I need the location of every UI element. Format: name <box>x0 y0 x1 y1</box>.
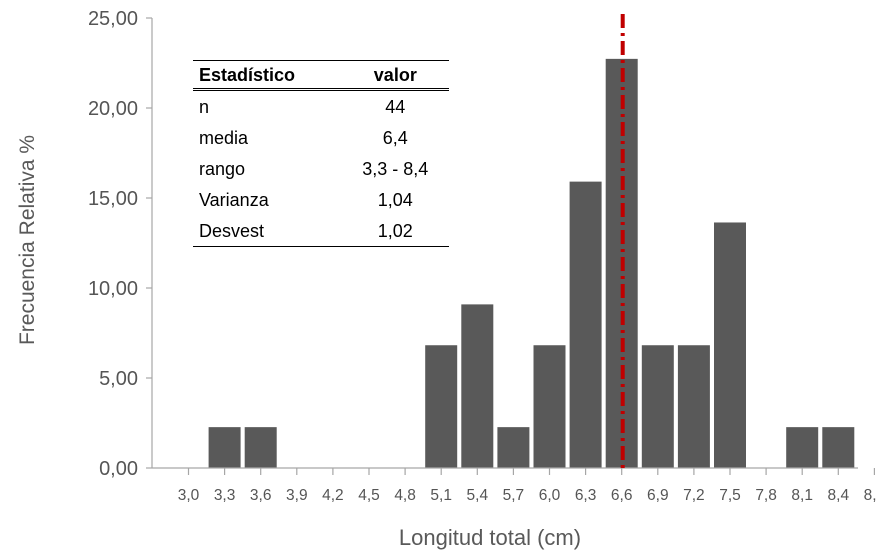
x-tick-label: 8,7 <box>864 487 877 504</box>
x-tick-label: 6,0 <box>539 487 561 504</box>
x-tick-label: 3,0 <box>178 487 200 504</box>
x-tick-label: 4,8 <box>394 487 416 504</box>
x-tick-label: 8,4 <box>828 487 850 504</box>
x-tick-label: 6,6 <box>611 487 633 504</box>
stats-label: Varianza <box>199 190 269 210</box>
y-axis-title: Frecuencia Relativa % <box>16 135 39 345</box>
y-tick-label: 10,00 <box>88 278 138 300</box>
stats-value: 6,4 <box>382 128 408 148</box>
x-tick-label: 3,3 <box>214 487 236 504</box>
x-tick-label: 4,2 <box>322 487 344 504</box>
x-tick-label: 7,5 <box>719 487 741 504</box>
bar-7,5 <box>714 222 746 468</box>
bar-3,3 <box>208 427 241 468</box>
stats-row-varianza: Varianza 1,04 <box>193 184 449 215</box>
bar-6,0 <box>533 345 566 468</box>
bar-8,1 <box>786 427 819 468</box>
stats-value: 1,02 <box>377 221 413 241</box>
x-tick-label: 6,3 <box>575 487 597 504</box>
bar-8,4 <box>822 427 855 468</box>
y-tick-label: 15,00 <box>88 188 138 210</box>
x-tick-label: 8,1 <box>791 487 813 504</box>
stats-label: media <box>199 128 249 148</box>
stats-row-n: n 44 <box>193 90 449 123</box>
x-tick-label: 6,9 <box>647 487 669 504</box>
x-tick-label: 5,1 <box>430 487 452 504</box>
x-tick-label: 5,4 <box>467 487 489 504</box>
bar-5,7 <box>497 427 530 468</box>
stats-value: 1,04 <box>377 190 413 210</box>
y-tick-label: 5,00 <box>99 368 138 390</box>
bar-6,3 <box>569 181 602 468</box>
x-tick-label: 4,5 <box>358 487 380 504</box>
stats-row-desvest: Desvest 1,02 <box>193 215 449 247</box>
stats-label: n <box>199 97 210 117</box>
x-tick-label: 7,8 <box>755 487 777 504</box>
y-tick-label: 25,00 <box>88 8 138 30</box>
x-tick-label: 3,6 <box>250 487 272 504</box>
y-tick-label: 0,00 <box>99 458 138 480</box>
stats-label: rango <box>199 159 246 179</box>
stats-row-rango: rango 3,3 - 8,4 <box>193 153 449 184</box>
bar-5,1 <box>425 345 458 468</box>
stats-header-row: Estadístico valor <box>193 61 449 90</box>
x-tick-label: 3,9 <box>286 487 308 504</box>
bar-6,9 <box>641 345 674 468</box>
stats-header-estadistico: Estadístico <box>199 65 296 85</box>
stats-header-valor: valor <box>373 65 417 85</box>
y-tick-label: 20,00 <box>88 98 138 120</box>
x-axis-title: Longitud total (cm) <box>399 525 581 550</box>
stats-label: Desvest <box>199 221 265 241</box>
stats-value: 3,3 - 8,4 <box>362 159 429 179</box>
x-tick-label: 7,2 <box>683 487 705 504</box>
bar-7,2 <box>677 345 710 468</box>
stats-row-media: media 6,4 <box>193 122 449 153</box>
stats-value: 44 <box>385 97 406 117</box>
statistics-table: Estadístico valor n 44 media 6,4 rango 3… <box>193 60 449 247</box>
bar-3,6 <box>244 427 277 468</box>
x-tick-label: 5,7 <box>503 487 525 504</box>
bar-5,4 <box>461 304 494 468</box>
